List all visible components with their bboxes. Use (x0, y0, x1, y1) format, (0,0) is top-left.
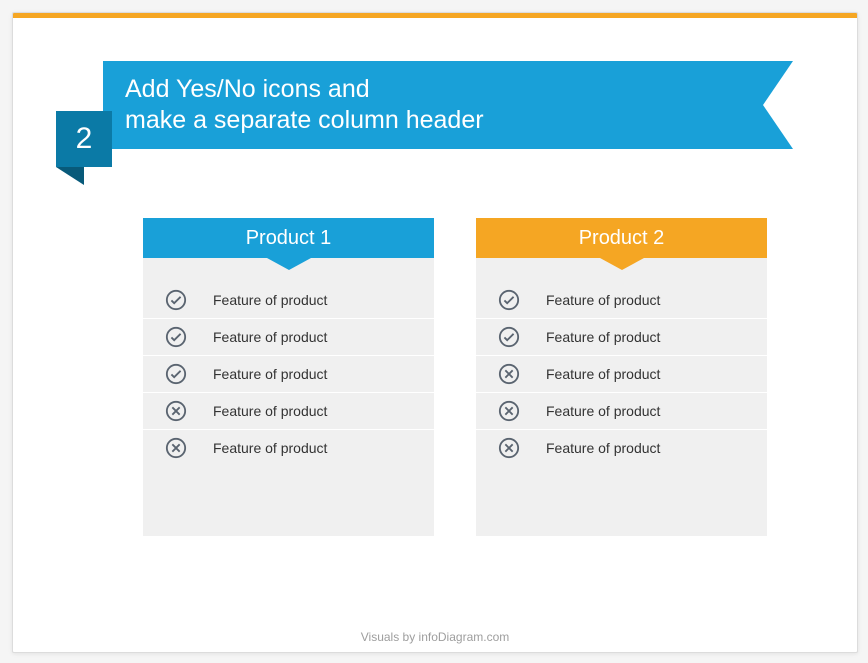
check-circle-icon (165, 326, 187, 348)
step-number: 2 (76, 122, 93, 156)
slide: Add Yes/No icons and make a separate col… (12, 12, 858, 653)
check-circle-icon (165, 289, 187, 311)
x-circle-icon (165, 437, 187, 459)
top-stripe (13, 13, 857, 18)
columns-container: Product 1Feature of productFeature of pr… (143, 218, 767, 536)
feature-row: Feature of product (143, 356, 434, 393)
feature-label: Feature of product (546, 329, 660, 345)
feature-label: Feature of product (213, 440, 327, 456)
x-circle-icon (498, 437, 520, 459)
step-fold-icon (56, 167, 84, 185)
feature-row: Feature of product (476, 393, 767, 430)
feature-label: Feature of product (546, 440, 660, 456)
feature-label: Feature of product (546, 292, 660, 308)
feature-row: Feature of product (143, 430, 434, 466)
feature-row: Feature of product (476, 282, 767, 319)
product-column: Product 2Feature of productFeature of pr… (476, 218, 767, 536)
x-circle-icon (498, 363, 520, 385)
column-header: Product 2 (476, 218, 767, 258)
column-header: Product 1 (143, 218, 434, 258)
feature-row: Feature of product (143, 393, 434, 430)
feature-row: Feature of product (143, 282, 434, 319)
ribbon-notch-icon (763, 61, 793, 149)
column-body: Feature of product Feature of product Feat… (143, 258, 434, 536)
column-header-label: Product 1 (246, 227, 332, 250)
feature-label: Feature of product (213, 292, 327, 308)
chevron-down-icon (267, 258, 311, 270)
feature-label: Feature of product (213, 366, 327, 382)
check-circle-icon (165, 363, 187, 385)
feature-row: Feature of product (476, 319, 767, 356)
title-ribbon: Add Yes/No icons and make a separate col… (103, 61, 793, 149)
check-circle-icon (498, 326, 520, 348)
check-circle-icon (498, 289, 520, 311)
x-circle-icon (165, 400, 187, 422)
chevron-down-icon (600, 258, 644, 270)
title-text: Add Yes/No icons and make a separate col… (125, 74, 484, 137)
feature-row: Feature of product (476, 356, 767, 393)
step-badge: 2 (56, 111, 112, 167)
feature-label: Feature of product (213, 403, 327, 419)
feature-row: Feature of product (143, 319, 434, 356)
feature-label: Feature of product (546, 403, 660, 419)
x-circle-icon (498, 400, 520, 422)
feature-row: Feature of product (476, 430, 767, 466)
column-header-label: Product 2 (579, 227, 665, 250)
product-column: Product 1Feature of productFeature of pr… (143, 218, 434, 536)
title-line2: make a separate column header (125, 106, 484, 134)
footer-credit: Visuals by infoDiagram.com (13, 630, 857, 644)
feature-label: Feature of product (546, 366, 660, 382)
column-body: Feature of product Feature of product Feat… (476, 258, 767, 536)
title-line1: Add Yes/No icons and (125, 75, 370, 103)
feature-label: Feature of product (213, 329, 327, 345)
